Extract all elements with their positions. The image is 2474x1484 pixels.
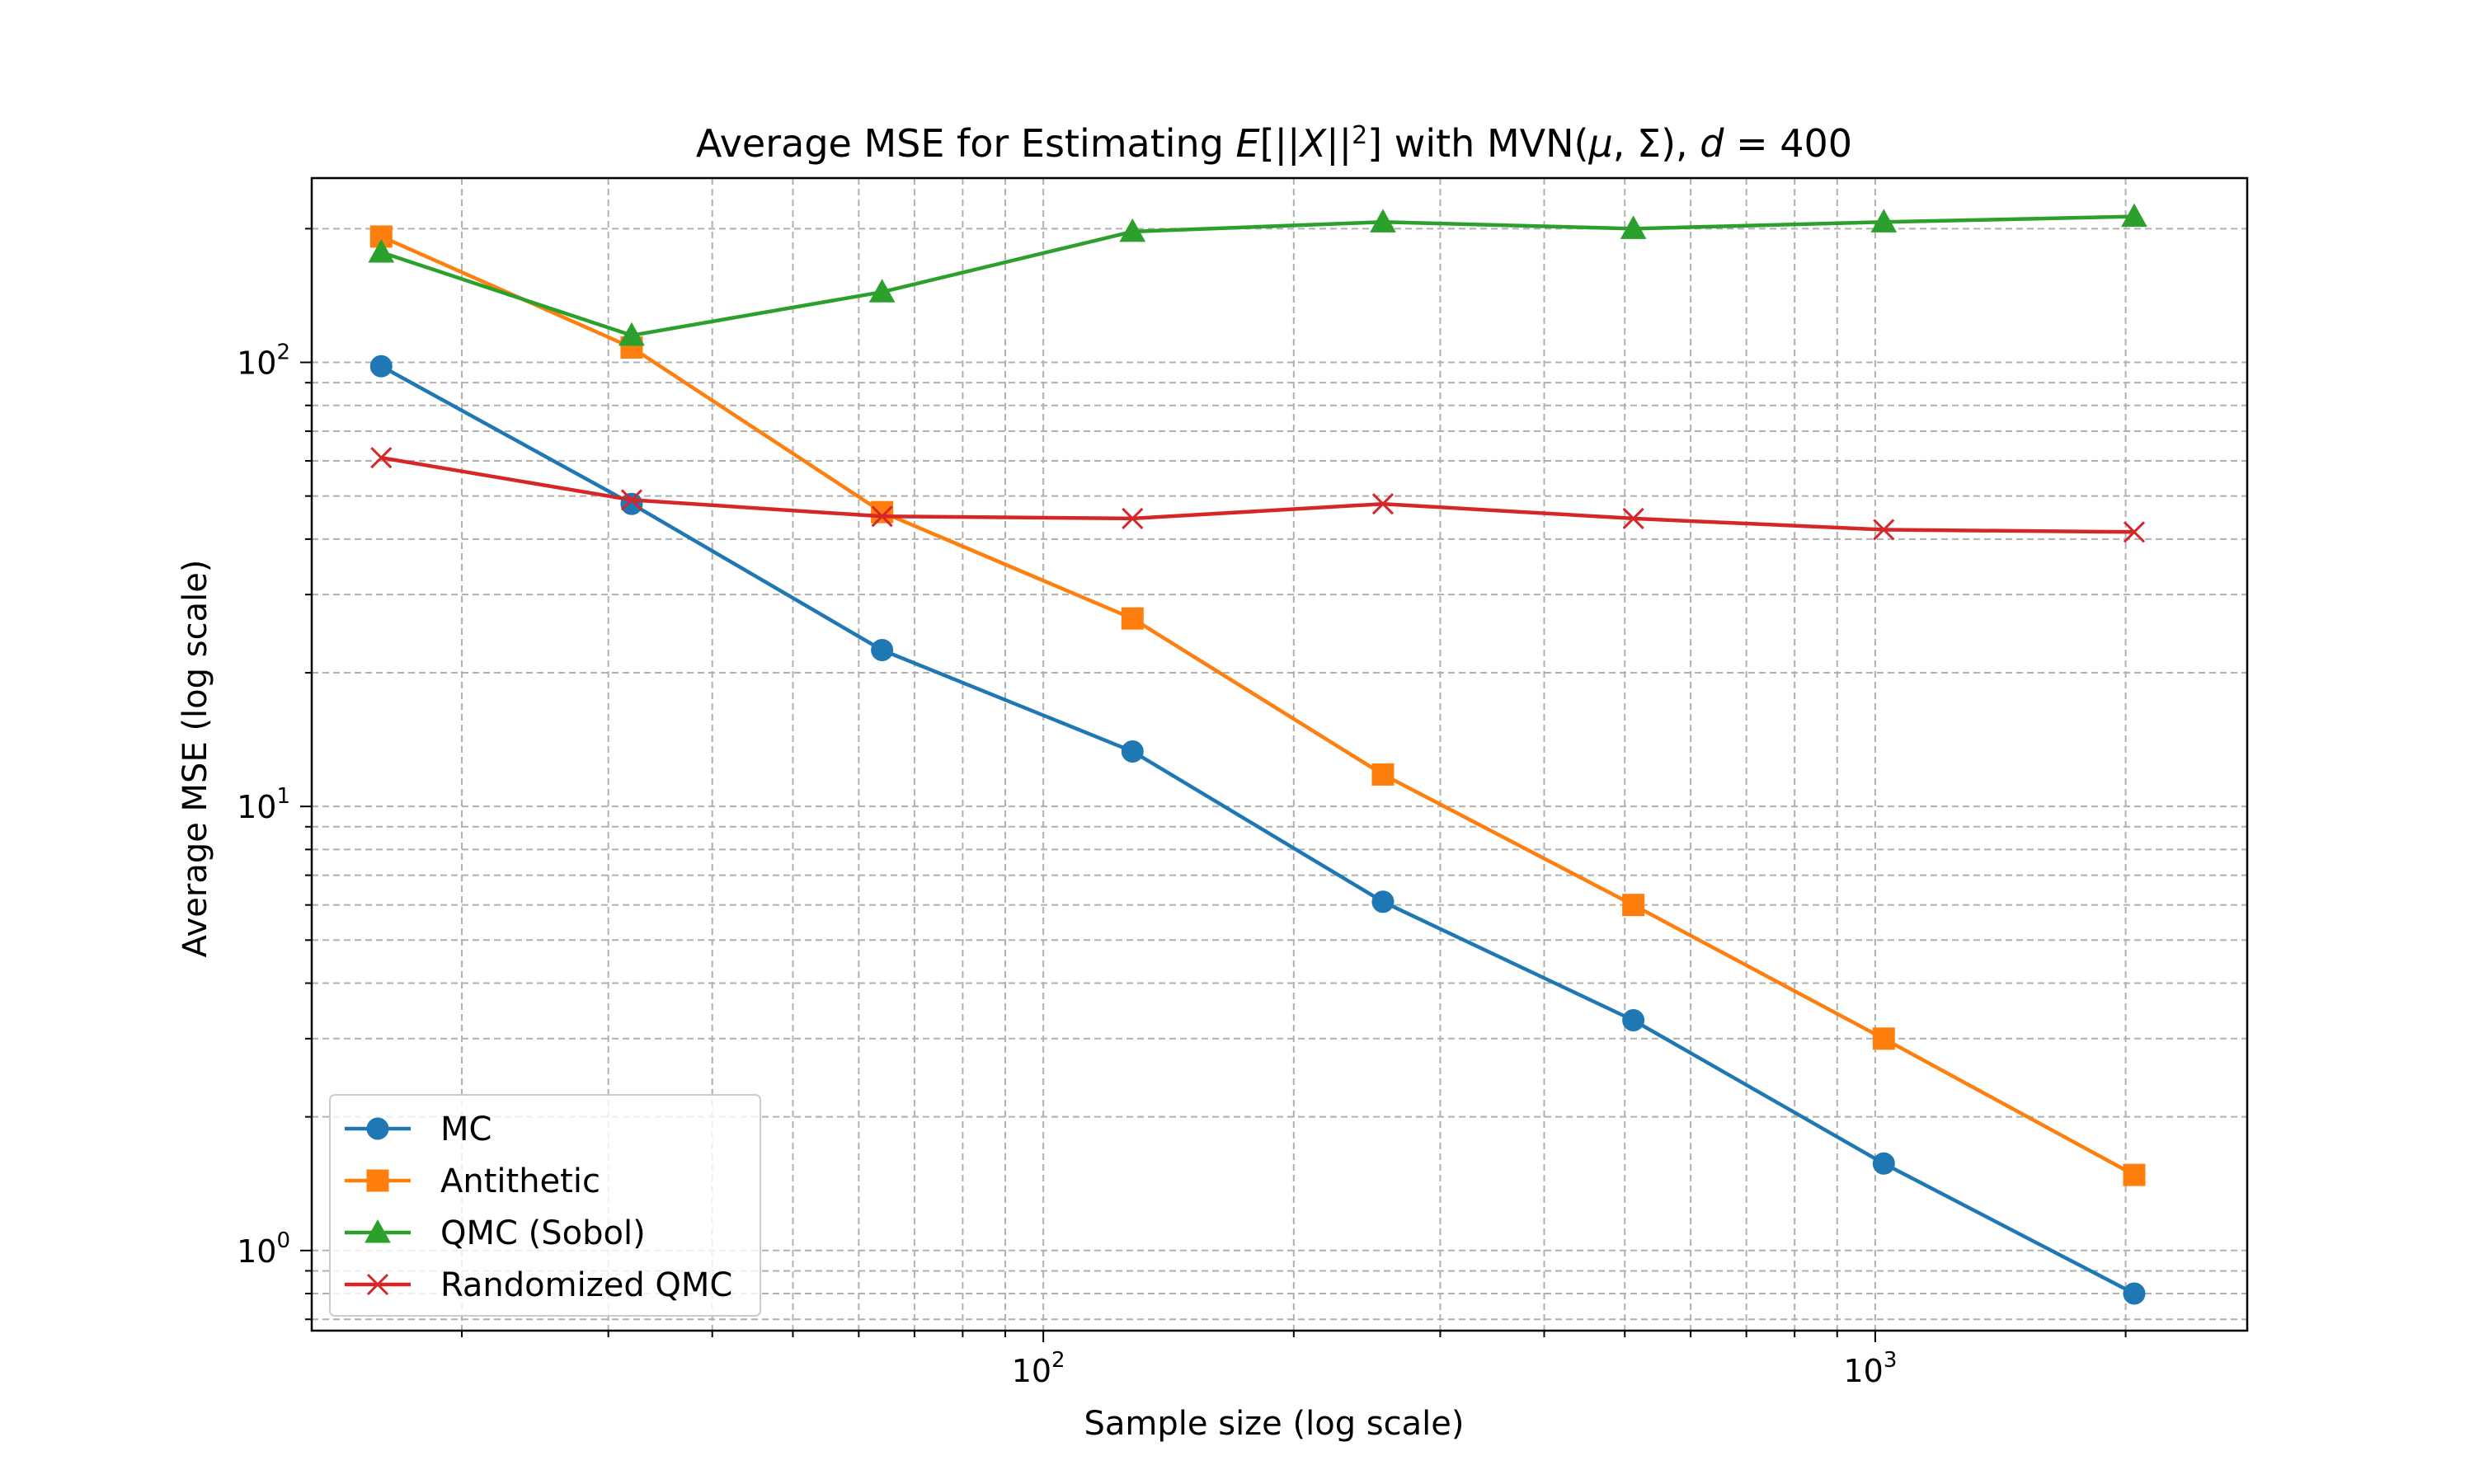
data-point-randomized-qmc (1371, 493, 1395, 515)
data-point-randomized-qmc (1873, 519, 1895, 541)
y-tick-label: 101 (237, 784, 290, 825)
data-point-mc (369, 355, 393, 378)
data-point-mc (1371, 890, 1395, 913)
legend-item-randomized-qmc: Randomized QMC (345, 1266, 732, 1304)
legend-item-qmc-sobol: QMC (Sobol) (345, 1214, 646, 1252)
series-qmc-sobol (368, 203, 2147, 346)
data-point-antithetic (1121, 607, 1144, 630)
legend-marker (366, 1273, 389, 1296)
chart-title: Average MSE for Estimating E[||X||2] wit… (696, 121, 1852, 167)
data-point-qmc-sobol (1870, 209, 1898, 232)
data-point-randomized-qmc (2123, 521, 2146, 543)
data-point-qmc-sobol (618, 322, 645, 346)
data-point-mc (1121, 740, 1144, 763)
legend-item-antithetic: Antithetic (345, 1162, 600, 1200)
data-point-qmc-sobol (1620, 215, 1647, 239)
data-point-qmc-sobol (1119, 218, 1146, 242)
series-line-antithetic (380, 234, 2136, 1177)
series-antithetic (369, 225, 2146, 1186)
series-randomized-qmc (370, 447, 2146, 543)
plot-series (368, 203, 2147, 1305)
legend-label: Randomized QMC (440, 1266, 732, 1304)
series-line-mc (380, 364, 2136, 1295)
legend-label: Antithetic (440, 1162, 600, 1200)
x-tick-label: 103 (1843, 1348, 1897, 1389)
data-point-mc (871, 638, 894, 661)
data-point-antithetic (2123, 1163, 2146, 1186)
x-axis-label: Sample size (log scale) (1084, 1405, 1465, 1443)
data-point-randomized-qmc (370, 447, 393, 469)
legend-label: QMC (Sobol) (440, 1214, 646, 1252)
axis-ticks: 102 103 100 101 102 (237, 228, 2127, 1389)
data-point-mc (2123, 1282, 2146, 1305)
plot-frame (310, 176, 2249, 1332)
data-point-antithetic (1371, 763, 1395, 786)
data-point-qmc-sobol (368, 238, 395, 263)
legend-marker (366, 1169, 389, 1192)
data-point-mc (1872, 1152, 1895, 1175)
series-line-randomized-qmc (380, 455, 2135, 534)
data-point-randomized-qmc (871, 505, 893, 528)
legend-marker (365, 1219, 391, 1243)
data-point-qmc-sobol (2121, 203, 2147, 228)
data-point-mc (620, 492, 643, 515)
series-line-qmc-sobol (380, 214, 2135, 338)
series-mc (369, 355, 2146, 1305)
data-point-antithetic (1872, 1027, 1895, 1050)
y-axis-label: Average MSE (log scale) (176, 560, 214, 958)
legend-item-mc: MC (345, 1111, 492, 1148)
legend-label: MC (440, 1111, 492, 1148)
y-tick-label: 100 (237, 1228, 290, 1270)
data-point-mc (1622, 1009, 1645, 1032)
data-point-randomized-qmc (620, 489, 643, 511)
data-point-qmc-sobol (1370, 209, 1396, 232)
legend-marker (366, 1117, 389, 1140)
y-tick-label: 102 (237, 340, 290, 382)
legend: MC Antithetic QMC (Sobol) Randomized QMC (329, 1094, 761, 1317)
data-point-antithetic (871, 500, 894, 524)
data-point-randomized-qmc (1622, 507, 1644, 529)
data-point-qmc-sobol (868, 279, 896, 303)
data-point-randomized-qmc (1122, 507, 1144, 529)
legend-box (329, 1094, 761, 1317)
data-point-antithetic (1622, 894, 1645, 917)
x-tick-label: 102 (1012, 1348, 1065, 1389)
